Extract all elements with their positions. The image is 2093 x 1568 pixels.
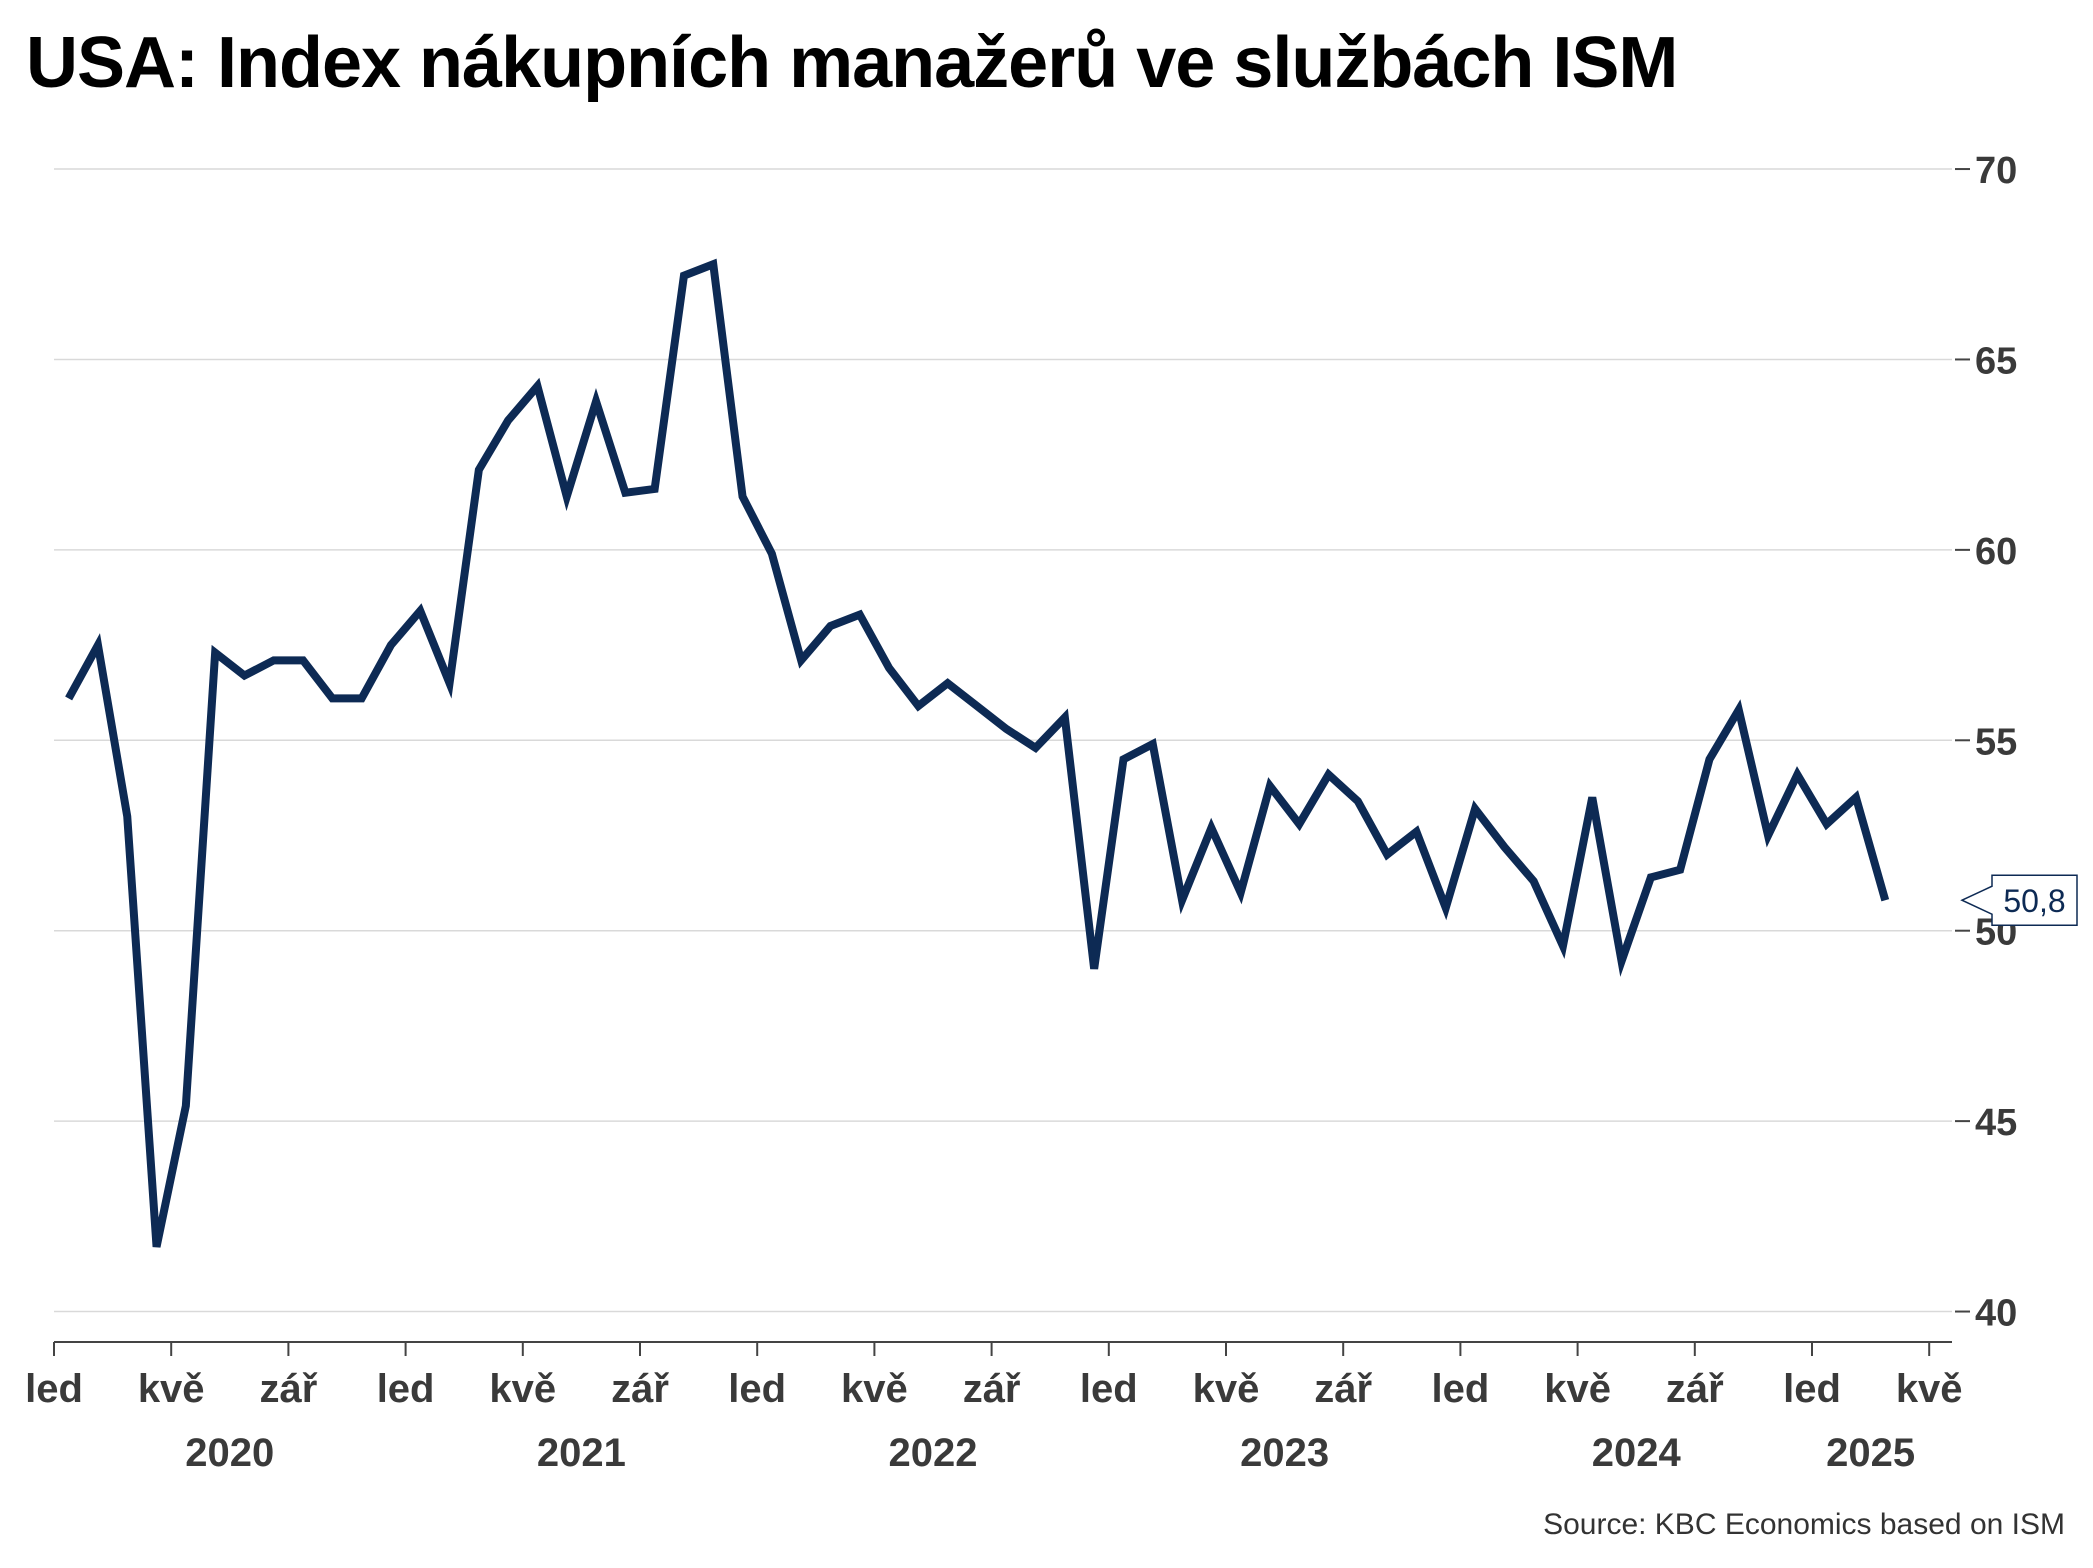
y-tick-label: 60 — [1975, 531, 2017, 573]
year-label: 2024 — [1592, 1431, 1682, 1475]
y-tick-label: 40 — [1975, 1293, 2017, 1335]
x-tick-label: zář — [1666, 1367, 1724, 1411]
series — [65, 258, 1890, 1248]
x-tick-label: kvě — [489, 1367, 556, 1411]
callout-box — [1960, 874, 2078, 926]
year-label: 2025 — [1826, 1431, 1915, 1475]
x-tick-label: zář — [1314, 1367, 1372, 1411]
x-tick-label: kvě — [841, 1367, 908, 1411]
y-tick-label: 65 — [1975, 340, 2017, 382]
x-tick-label: kvě — [1193, 1367, 1260, 1411]
y-tick-label: 70 — [1975, 150, 2017, 192]
x-tick-label: led — [728, 1367, 786, 1411]
x-tick-label: kvě — [1896, 1367, 1963, 1411]
y-tick-label: 55 — [1975, 721, 2017, 763]
x-tick-label: led — [1783, 1367, 1841, 1411]
year-label: 2022 — [889, 1431, 978, 1475]
gridlines — [54, 168, 1952, 1313]
axes — [53, 168, 1970, 1356]
x-tick-label: zář — [963, 1367, 1021, 1411]
series-line — [65, 258, 1890, 1248]
x-tick-label: led — [1432, 1367, 1490, 1411]
x-tick-label: kvě — [138, 1367, 205, 1411]
x-tick-label: led — [1080, 1367, 1138, 1411]
y-tick-label: 45 — [1975, 1102, 2017, 1144]
x-tick-label: kvě — [1544, 1367, 1611, 1411]
x-tick-label: zář — [259, 1367, 317, 1411]
chart-title: USA: Index nákupních manažerů ve službác… — [26, 23, 1678, 103]
year-label: 2023 — [1240, 1431, 1329, 1475]
x-tick-label: led — [25, 1367, 83, 1411]
source-note: Source: KBC Economics based on ISM — [1543, 1508, 2065, 1541]
last-value-callout: 50,8 — [1960, 874, 2078, 926]
x-tick-label: zář — [611, 1367, 669, 1411]
year-label: 2020 — [185, 1431, 274, 1475]
last-value-label: 50,8 — [2003, 883, 2065, 919]
x-tick-label: led — [377, 1367, 435, 1411]
year-label: 2021 — [537, 1431, 626, 1475]
